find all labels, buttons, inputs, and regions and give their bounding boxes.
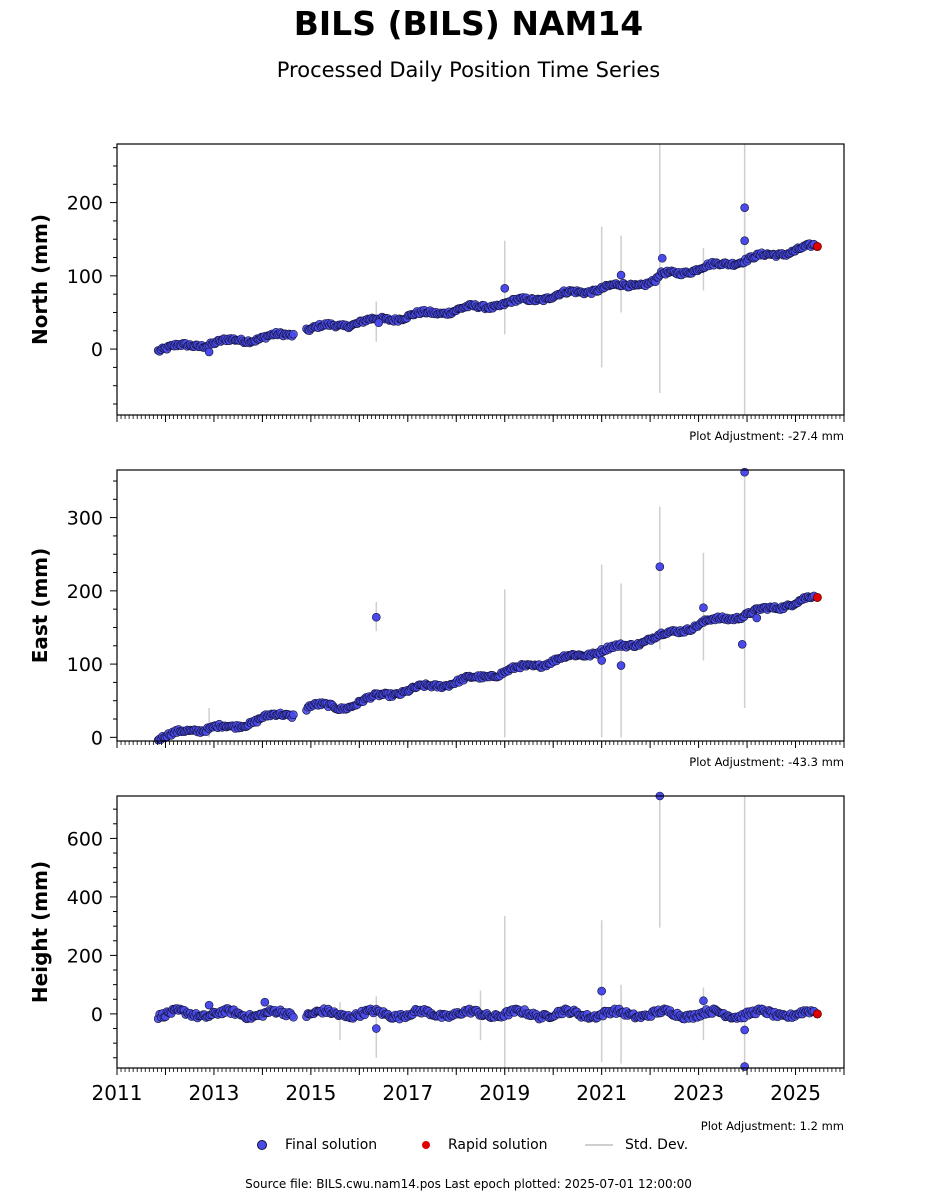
final-solution-outlier bbox=[699, 603, 708, 612]
y-tick-label: 0 bbox=[91, 1004, 103, 1026]
legend-rapid: Rapid solution bbox=[422, 1137, 548, 1153]
y-tick-label: 0 bbox=[91, 727, 103, 749]
final-solution-outlier bbox=[500, 283, 510, 293]
final-solution-outlier bbox=[699, 996, 708, 1006]
final-marker-icon bbox=[257, 1140, 267, 1150]
x-tick-label: 2019 bbox=[479, 1081, 530, 1105]
rapid-marker-icon bbox=[422, 1141, 430, 1149]
page-subtitle: Processed Daily Position Time Series bbox=[276, 58, 661, 82]
legend-std: Std. Dev. bbox=[585, 1137, 688, 1153]
y-tick-label: 100 bbox=[67, 266, 103, 288]
x-tick-label: 2011 bbox=[92, 1081, 143, 1105]
y-tick-label: 400 bbox=[67, 887, 103, 909]
legend: Final solution Rapid solution Std. Dev. bbox=[0, 1137, 937, 1159]
y-axis-label: Height (mm) bbox=[28, 861, 52, 1003]
legend-rapid-label: Rapid solution bbox=[448, 1137, 548, 1153]
final-solution-outlier bbox=[374, 318, 384, 328]
final-solution-outlier bbox=[597, 986, 606, 996]
legend-final: Final solution bbox=[257, 1137, 377, 1153]
final-solution-outlier bbox=[740, 203, 749, 213]
footer-source: Source file: BILS.cwu.nam14.pos Last epo… bbox=[245, 1177, 692, 1191]
plot-adjustment-label: Plot Adjustment: -43.3 mm bbox=[689, 755, 844, 769]
x-tick-label: 2017 bbox=[382, 1081, 433, 1105]
x-tick-label: 2015 bbox=[285, 1081, 336, 1105]
y-tick-label: 200 bbox=[67, 193, 103, 215]
plot-adjustment-label: Plot Adjustment: -27.4 mm bbox=[689, 429, 844, 443]
rapid-solution-point bbox=[812, 1009, 822, 1019]
rapid-solution-point bbox=[812, 592, 822, 602]
y-tick-label: 300 bbox=[67, 508, 103, 530]
final-solution-outlier bbox=[655, 562, 665, 571]
legend-std-label: Std. Dev. bbox=[625, 1137, 689, 1153]
final-solution-outlier bbox=[752, 613, 762, 623]
final-solution-outlier bbox=[740, 1025, 749, 1035]
x-tick-label: 2021 bbox=[576, 1081, 627, 1105]
final-solution-outlier bbox=[737, 640, 747, 649]
final-solution-outlier bbox=[740, 236, 749, 245]
final-solution-outlier bbox=[616, 270, 626, 280]
y-tick-label: 100 bbox=[67, 654, 103, 676]
y-tick-label: 200 bbox=[67, 945, 103, 967]
x-tick-label: 2025 bbox=[770, 1081, 821, 1105]
plot-adjustment-label: Plot Adjustment: 1.2 mm bbox=[701, 1119, 844, 1133]
stddev-line-icon bbox=[585, 1144, 613, 1146]
final-solution-point bbox=[289, 710, 298, 719]
x-tick-label: 2023 bbox=[673, 1081, 724, 1105]
final-solution-outlier bbox=[371, 1024, 381, 1033]
y-tick-label: 200 bbox=[67, 581, 103, 603]
y-axis-label: North (mm) bbox=[28, 214, 52, 345]
y-tick-label: 0 bbox=[91, 339, 103, 361]
final-solution-outlier bbox=[204, 347, 214, 357]
y-tick-label: 600 bbox=[67, 828, 103, 850]
plot-frame bbox=[116, 143, 845, 416]
rapid-solution-point bbox=[812, 242, 822, 252]
final-solution-point bbox=[289, 329, 298, 339]
legend-final-label: Final solution bbox=[285, 1137, 378, 1153]
x-tick-label: 2013 bbox=[188, 1081, 239, 1105]
y-axis-label: East (mm) bbox=[28, 548, 52, 664]
final-solution-point bbox=[289, 1012, 298, 1022]
final-solution-outlier bbox=[597, 656, 606, 665]
final-solution-outlier bbox=[657, 253, 667, 263]
final-solution-outlier bbox=[204, 1000, 214, 1010]
final-solution-outlier bbox=[371, 612, 381, 622]
plot-frame bbox=[116, 469, 845, 742]
final-solution-outlier bbox=[616, 661, 626, 670]
final-solution-outlier bbox=[260, 997, 270, 1007]
page-title: BILS (BILS) NAM14 bbox=[293, 4, 644, 43]
final-solution-outlier bbox=[740, 467, 749, 477]
